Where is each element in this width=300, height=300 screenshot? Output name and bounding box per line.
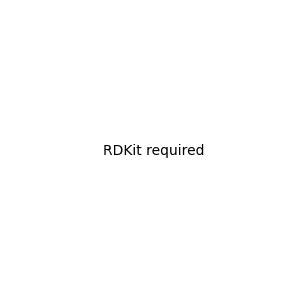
Text: RDKit required: RDKit required <box>103 145 205 158</box>
